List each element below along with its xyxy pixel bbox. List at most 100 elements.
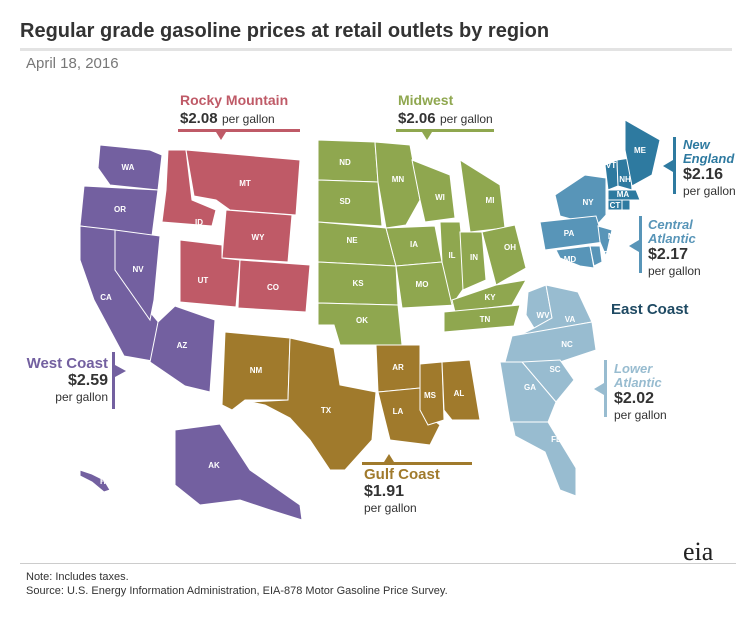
state-label: IN	[470, 253, 478, 262]
state-RI	[621, 199, 631, 211]
unit-label: per gallon	[683, 184, 736, 198]
state-label: NC	[561, 340, 573, 349]
state-label: IA	[410, 240, 418, 249]
state-AZ	[149, 305, 216, 393]
state-label: HI	[100, 477, 108, 486]
unit-label: per gallon	[55, 390, 108, 404]
state-label: WY	[252, 233, 266, 242]
new-england-label-2: England	[683, 151, 735, 166]
state-label: IL	[448, 251, 455, 260]
new-england-price: $2.16	[683, 166, 724, 183]
state-label: MI	[486, 196, 495, 205]
state-label: OK	[356, 316, 368, 325]
state-label: NE	[346, 236, 358, 245]
state-AL	[441, 359, 481, 421]
state-label: KS	[352, 279, 364, 288]
state-label: VT	[606, 161, 616, 170]
state-label: WV	[537, 311, 551, 320]
note: Note: Includes taxes.	[26, 571, 129, 583]
state-MN	[374, 141, 421, 229]
new-england-label-1: New	[683, 137, 710, 152]
state-label: CT	[610, 201, 621, 210]
midwest-label: Midwest	[398, 92, 454, 108]
state-label: SD	[339, 197, 350, 206]
state-label: GA	[524, 383, 536, 392]
unit-label: per gallon	[222, 112, 275, 126]
state-label: MO	[416, 280, 429, 289]
lower-atlantic-label-2: Atlantic	[614, 375, 662, 390]
state-ME	[624, 119, 661, 187]
state-label: OR	[114, 205, 126, 214]
state-label: AR	[392, 363, 404, 372]
region-new-england	[604, 119, 661, 211]
central-atlantic-callout: Central Atlantic $2.17 per gallon	[648, 217, 701, 279]
state-label: MT	[239, 179, 251, 188]
state-label: MD	[564, 255, 577, 264]
state-MD	[555, 245, 595, 269]
state-label: MA	[617, 190, 630, 199]
state-label: ID	[195, 218, 203, 227]
eia-logo-text: eia	[683, 537, 714, 566]
divider	[20, 563, 736, 564]
midwest-price: $2.06	[398, 110, 436, 127]
lower-atlantic-price: $2.02	[614, 390, 655, 407]
unit-label: per gallon	[364, 501, 417, 515]
state-label: NY	[582, 198, 594, 207]
state-label: CO	[267, 283, 279, 292]
state-label: NV	[132, 265, 144, 274]
state-label: AZ	[177, 341, 188, 350]
state-MI	[459, 159, 506, 233]
state-NC	[504, 321, 597, 363]
state-TN	[443, 304, 521, 333]
state-OK	[317, 302, 403, 346]
state-GA	[499, 361, 557, 423]
state-label: OH	[504, 243, 516, 252]
source: Source: U.S. Energy Information Administ…	[26, 585, 448, 597]
rocky-mountain-price-row: $2.08 per gallon	[180, 110, 275, 128]
rocky-mountain-label: Rocky Mountain	[180, 92, 289, 108]
state-label: ND	[339, 158, 351, 167]
eia-logo-arcs-icon	[686, 522, 734, 538]
state-WY	[221, 209, 293, 263]
region-lower-atlantic	[499, 284, 597, 497]
new-england-callout: New England $2.16 per gallon	[683, 137, 736, 199]
state-OH	[481, 224, 527, 286]
state-label: PA	[564, 229, 575, 238]
state-label: WA	[122, 163, 135, 172]
state-label: DE	[603, 250, 615, 259]
callout-markers	[112, 129, 676, 465]
region-rocky-mountain	[161, 149, 311, 313]
west-coast-label: West Coast	[26, 355, 108, 372]
state-KY	[451, 279, 527, 313]
state-label: MS	[424, 391, 437, 400]
region-gulf-coast	[221, 331, 481, 471]
central-atlantic-label-1: Central	[648, 217, 693, 232]
state-label: NM	[250, 366, 263, 375]
unit-label: per gallon	[614, 408, 667, 422]
state-label: WI	[435, 193, 445, 202]
region-central-atlantic	[539, 174, 613, 269]
west-coast-callout: West Coast $2.59 per gallon	[18, 355, 108, 404]
state-label: VA	[565, 315, 576, 324]
state-IL	[439, 221, 467, 307]
state-label: AK	[208, 461, 220, 470]
state-label: MN	[392, 175, 405, 184]
state-label: NH	[619, 175, 631, 184]
state-AK	[174, 423, 303, 521]
midwest-price-row: $2.06 per gallon	[398, 110, 493, 128]
state-TX	[249, 337, 377, 471]
unit-label: per gallon	[648, 264, 701, 278]
date: April 18, 2016	[26, 55, 119, 72]
state-label: KY	[484, 293, 496, 302]
state-label: SC	[549, 365, 560, 374]
state-MA	[607, 189, 641, 201]
state-NY	[554, 174, 607, 227]
state-CO	[237, 259, 311, 313]
central-atlantic-label-2: Atlantic	[648, 231, 696, 246]
state-label: NJ	[608, 232, 618, 241]
state-label: AL	[454, 389, 465, 398]
eia-logo: eia	[683, 516, 735, 567]
